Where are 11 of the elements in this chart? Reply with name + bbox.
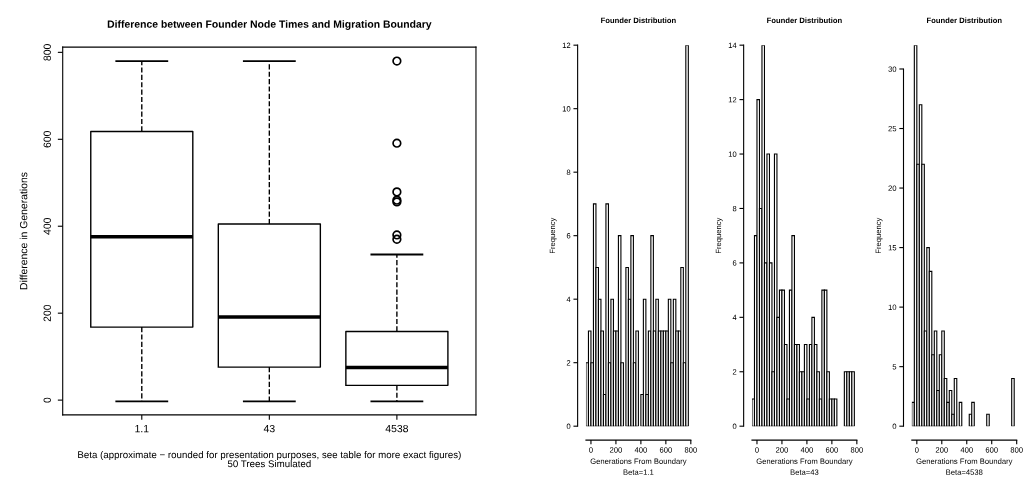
y-tick-label: 400 <box>43 217 51 235</box>
y-tick-label: 200 <box>43 304 51 322</box>
y-tick-label: 800 <box>43 44 51 61</box>
x-tick-label: 1.1 <box>135 425 149 433</box>
y-tick-label: 600 <box>43 131 51 148</box>
chart-title: Difference between Founder Node Times and Migration Boundary <box>107 20 432 30</box>
y-tick-label: 0 <box>43 397 51 403</box>
x-tick-label: 4538 <box>385 424 409 433</box>
x-tick-label: 43 <box>263 424 275 433</box>
x-axis-title: Beta (approximate − rounded for presentation purposes, see table for more exact figures) 50 Trees Simulated <box>78 450 461 468</box>
y-axis-title: Difference in Generations <box>19 172 28 290</box>
